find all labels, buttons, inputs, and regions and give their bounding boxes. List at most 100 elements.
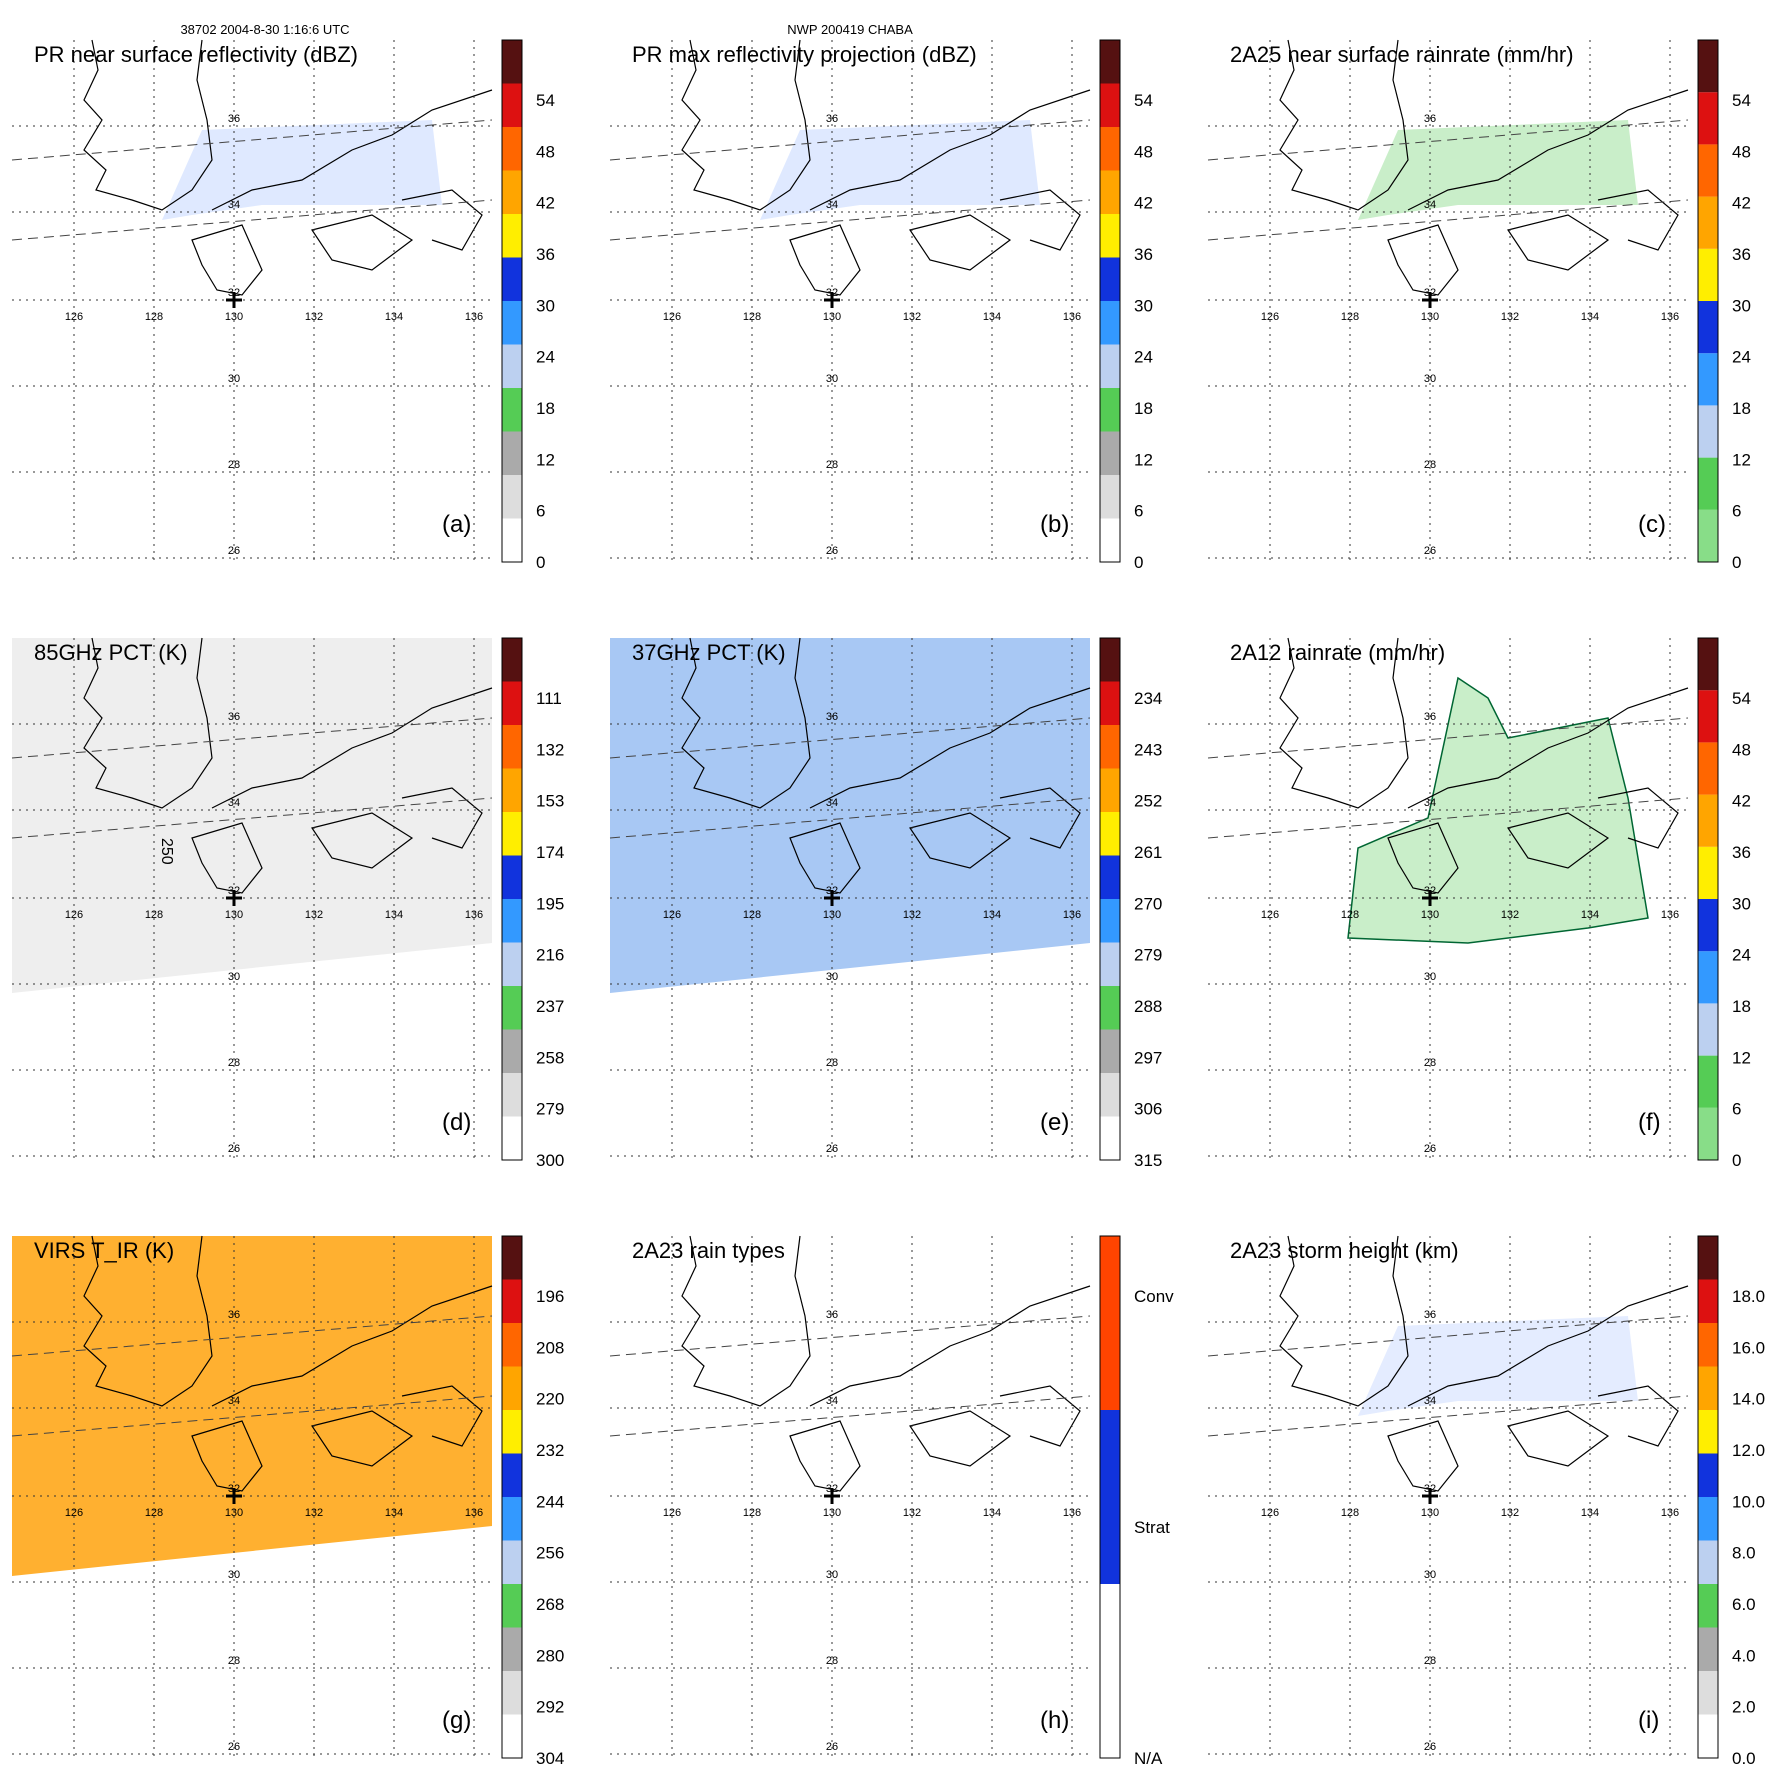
colorbar-tick-label: 8.0 xyxy=(1732,1544,1756,1563)
kyushu-coastline xyxy=(191,1420,263,1492)
lat-tick-label: 30 xyxy=(1424,373,1436,385)
colorbar-segment xyxy=(502,127,522,171)
colorbar-tick-label: 315 xyxy=(1134,1151,1162,1170)
lat-tick-label: 30 xyxy=(228,1569,240,1581)
storm-center-marker xyxy=(226,292,242,308)
panel-e: 12612813013213413636343230282637GHz PCT … xyxy=(609,637,1162,1170)
lat-tick-label: 28 xyxy=(1424,1655,1436,1667)
colorbar-segment xyxy=(1100,638,1120,682)
colorbar-segment xyxy=(502,1073,522,1117)
colorbar-segment xyxy=(502,855,522,899)
swath-edge-north xyxy=(11,717,493,759)
panel-label: (a) xyxy=(442,511,471,538)
colorbar-tick-label: 24 xyxy=(1732,348,1751,367)
shikoku-coastline xyxy=(909,214,1012,271)
lon-tick-label: 134 xyxy=(1581,311,1599,323)
panel-label: (c) xyxy=(1638,511,1666,538)
colorbar-tick-label: 216 xyxy=(536,946,564,965)
colorbar-segment xyxy=(1698,1497,1718,1541)
lat-tick-label: 34 xyxy=(826,797,838,809)
colorbar-tick-label: 30 xyxy=(1732,894,1751,913)
colorbar-segment xyxy=(1698,92,1718,145)
colorbar-tick-label: 48 xyxy=(536,142,555,161)
lon-tick-label: 134 xyxy=(983,311,1001,323)
colorbar-segment xyxy=(1100,40,1120,84)
colorbar-tick-label: 54 xyxy=(1732,91,1751,110)
lat-tick-label: 30 xyxy=(826,1569,838,1581)
lon-tick-label: 128 xyxy=(145,1507,163,1519)
colorbar-segment xyxy=(1698,144,1718,197)
colorbar-segment xyxy=(1698,1107,1718,1160)
colorbar-segment xyxy=(1100,812,1120,856)
colorbar-tick-label: 6 xyxy=(1732,502,1741,521)
colorbar-segment xyxy=(1698,1003,1718,1056)
lat-tick-label: 28 xyxy=(228,1057,240,1069)
colorbar-tick-label: 306 xyxy=(1134,1100,1162,1119)
panel-g: 126128130132134136363432302826VIRS T_IR … xyxy=(11,1235,564,1768)
colorbar-segment xyxy=(1698,1366,1718,1410)
colorbar-segment xyxy=(1698,742,1718,795)
colorbar-tick-label: 30 xyxy=(1134,296,1153,315)
panel-label: (f) xyxy=(1638,1109,1661,1136)
lon-tick-label: 134 xyxy=(1581,1507,1599,1519)
colorbar-segment xyxy=(1100,388,1120,432)
kii-coastline xyxy=(401,189,483,251)
colorbar-segment xyxy=(502,257,522,301)
lon-tick-label: 128 xyxy=(145,909,163,921)
kyushu-coastline xyxy=(191,822,263,894)
kii-coastline xyxy=(1597,787,1679,849)
colorbar-tick-label: 279 xyxy=(1134,946,1162,965)
colorbar-segment xyxy=(1100,681,1120,725)
colorbar-segment xyxy=(502,768,522,812)
colorbar-tick-label: 18 xyxy=(1732,997,1751,1016)
kii-coastline xyxy=(1597,189,1679,251)
colorbar-segment xyxy=(502,1410,522,1454)
swath-area xyxy=(12,638,492,993)
korea-coastline xyxy=(83,637,213,809)
panel-title: 37GHz PCT (K) xyxy=(632,640,786,665)
kii-coastline xyxy=(999,189,1081,251)
lon-tick-label: 130 xyxy=(823,311,841,323)
lon-tick-label: 134 xyxy=(1581,909,1599,921)
colorbar-segment xyxy=(502,1323,522,1367)
lon-tick-label: 128 xyxy=(145,311,163,323)
colorbar-tick-label: 54 xyxy=(1134,91,1153,110)
colorbar-tick-label: 196 xyxy=(536,1287,564,1306)
colorbar-frame xyxy=(501,637,523,1161)
lon-tick-label: 128 xyxy=(1341,311,1359,323)
shikoku-coastline xyxy=(1507,812,1610,869)
colorbar-tick-label: 42 xyxy=(1732,194,1751,213)
colorbar-tick-label: 270 xyxy=(1134,894,1162,913)
lat-tick-label: 34 xyxy=(826,1395,838,1407)
colorbar-tick-label: 208 xyxy=(536,1338,564,1357)
storm-center-marker xyxy=(824,292,840,308)
colorbar-tick-label: 258 xyxy=(536,1048,564,1067)
colorbar-tick-label: 18 xyxy=(536,399,555,418)
colorbar-segment xyxy=(502,344,522,388)
kyushu-coastline xyxy=(1387,822,1459,894)
colorbar-segment xyxy=(1698,690,1718,743)
colorbar-tick-label: 36 xyxy=(1732,245,1751,264)
colorbar-segment xyxy=(1698,40,1718,93)
swath-edge-north xyxy=(11,1315,493,1357)
panel-label: (i) xyxy=(1638,1707,1659,1734)
honshu-coastline xyxy=(1407,687,1689,809)
korea-coastline xyxy=(83,1235,213,1407)
lat-tick-label: 34 xyxy=(228,797,240,809)
lat-tick-label: 36 xyxy=(228,711,240,723)
colorbar-segment xyxy=(1100,725,1120,769)
colorbar-segment xyxy=(1100,1073,1120,1117)
colorbar-segment xyxy=(502,1627,522,1671)
colorbar-segment xyxy=(1100,475,1120,519)
colorbar-tick-label: 14.0 xyxy=(1732,1390,1765,1409)
kyushu-coastline xyxy=(1387,1420,1459,1492)
colorbar-tick-label: 292 xyxy=(536,1698,564,1717)
colorbar-segment xyxy=(1100,899,1120,943)
colorbar-frame xyxy=(1697,39,1719,563)
colorbar-tick-label: 48 xyxy=(1134,142,1153,161)
lon-tick-label: 132 xyxy=(1501,1507,1519,1519)
colorbar-segment xyxy=(1698,196,1718,249)
lon-tick-label: 132 xyxy=(903,1507,921,1519)
colorbar-segment xyxy=(502,431,522,475)
colorbar-tick-label: 174 xyxy=(536,843,564,862)
